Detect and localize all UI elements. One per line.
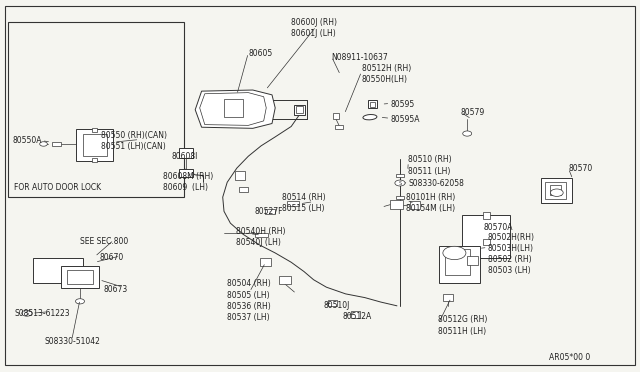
Text: 80605: 80605 [248, 49, 273, 58]
Circle shape [550, 189, 563, 196]
Bar [61, 266, 99, 288]
Bar [443, 294, 453, 301]
Text: 80504 (RH)
80505 (LH)
80536 (RH)
80537 (LH): 80504 (RH) 80505 (LH) 80536 (RH) 80537 (… [227, 279, 271, 322]
Bar [239, 187, 248, 192]
Polygon shape [195, 90, 275, 128]
Text: 80673: 80673 [104, 285, 128, 294]
Text: S08513-61223: S08513-61223 [14, 309, 70, 318]
Bar [396, 174, 404, 177]
Text: 80550A: 80550A [13, 136, 42, 145]
Bar [224, 99, 243, 117]
Text: 80514 (RH)
80515 (LH): 80514 (RH) 80515 (LH) [282, 193, 325, 213]
Bar [396, 196, 404, 199]
Bar [328, 300, 337, 306]
Text: 80512G (RH)
80511H (LH): 80512G (RH) 80511H (LH) [438, 315, 488, 336]
Text: 80608M (RH)
80609  (LH): 80608M (RH) 80609 (LH) [163, 172, 214, 192]
Text: 80670: 80670 [99, 253, 124, 262]
Bar [294, 105, 305, 115]
Circle shape [395, 180, 405, 186]
Bar [8, 22, 184, 197]
Circle shape [76, 299, 84, 304]
Bar [265, 209, 275, 214]
Bar [83, 134, 107, 156]
Text: AR05*00 0: AR05*00 0 [549, 353, 590, 362]
Text: 80510J: 80510J [323, 301, 349, 310]
Bar [179, 169, 193, 177]
Bar [467, 256, 478, 265]
Bar [76, 129, 113, 161]
Bar [545, 182, 566, 199]
Text: 80608I: 80608I [172, 153, 198, 161]
Bar [368, 100, 377, 108]
Circle shape [40, 142, 47, 146]
Text: FOR AUTO DOOR LOCK: FOR AUTO DOOR LOCK [14, 183, 101, 192]
Bar [235, 171, 245, 180]
Circle shape [22, 310, 32, 316]
Text: 80570: 80570 [568, 164, 593, 173]
Bar [260, 258, 271, 266]
Bar [483, 239, 490, 245]
Bar [335, 125, 343, 129]
Text: S08330-62058: S08330-62058 [408, 179, 464, 187]
Text: 80600J (RH)
80601J (LH): 80600J (RH) 80601J (LH) [291, 18, 337, 38]
Text: S: S [26, 311, 28, 316]
Text: 80502H(RH)
80503H(LH)
80502 (RH)
80503 (LH): 80502H(RH) 80503H(LH) 80502 (RH) 80503 (… [488, 232, 534, 275]
Text: 80570A: 80570A [483, 223, 513, 232]
Polygon shape [200, 93, 266, 125]
Bar [390, 200, 403, 209]
Bar [463, 215, 511, 257]
Bar [410, 201, 420, 209]
Text: SEE SEC.800: SEE SEC.800 [80, 237, 128, 246]
Bar [550, 185, 561, 195]
Bar [439, 246, 480, 283]
Bar [296, 106, 303, 113]
Text: N08911-10637: N08911-10637 [332, 53, 388, 62]
Text: 80595A: 80595A [390, 115, 420, 124]
Bar [92, 128, 97, 132]
Ellipse shape [363, 115, 377, 120]
Text: 80512A: 80512A [342, 312, 372, 321]
Bar [179, 148, 193, 158]
Bar [279, 276, 291, 284]
Bar [92, 158, 97, 162]
Circle shape [443, 246, 466, 260]
Bar [333, 113, 339, 119]
Text: 80550 (RH)(CAN)
80551 (LH)(CAN): 80550 (RH)(CAN) 80551 (LH)(CAN) [101, 131, 167, 151]
Bar [351, 311, 360, 318]
Text: 80101H (RH)
80154M (LH): 80101H (RH) 80154M (LH) [406, 193, 456, 213]
Text: 80512H (RH)
80550H(LH): 80512H (RH) 80550H(LH) [362, 64, 411, 84]
Bar [255, 233, 268, 237]
Bar [33, 258, 83, 283]
Text: 80510 (RH)
80511 (LH): 80510 (RH) 80511 (LH) [408, 155, 452, 176]
Circle shape [463, 131, 472, 136]
Bar [370, 102, 375, 107]
Bar [287, 201, 299, 206]
Text: 80540H (RH)
80540J (LH): 80540H (RH) 80540J (LH) [236, 227, 285, 247]
Bar [51, 142, 61, 146]
Bar [67, 270, 93, 284]
Text: 80595: 80595 [390, 100, 415, 109]
Text: 80579: 80579 [461, 108, 485, 117]
Bar [445, 249, 470, 275]
Bar [483, 212, 490, 219]
Text: 80527F: 80527F [255, 207, 284, 216]
Text: S: S [399, 180, 401, 186]
Text: S08330-51042: S08330-51042 [45, 337, 100, 346]
Bar [541, 178, 572, 203]
